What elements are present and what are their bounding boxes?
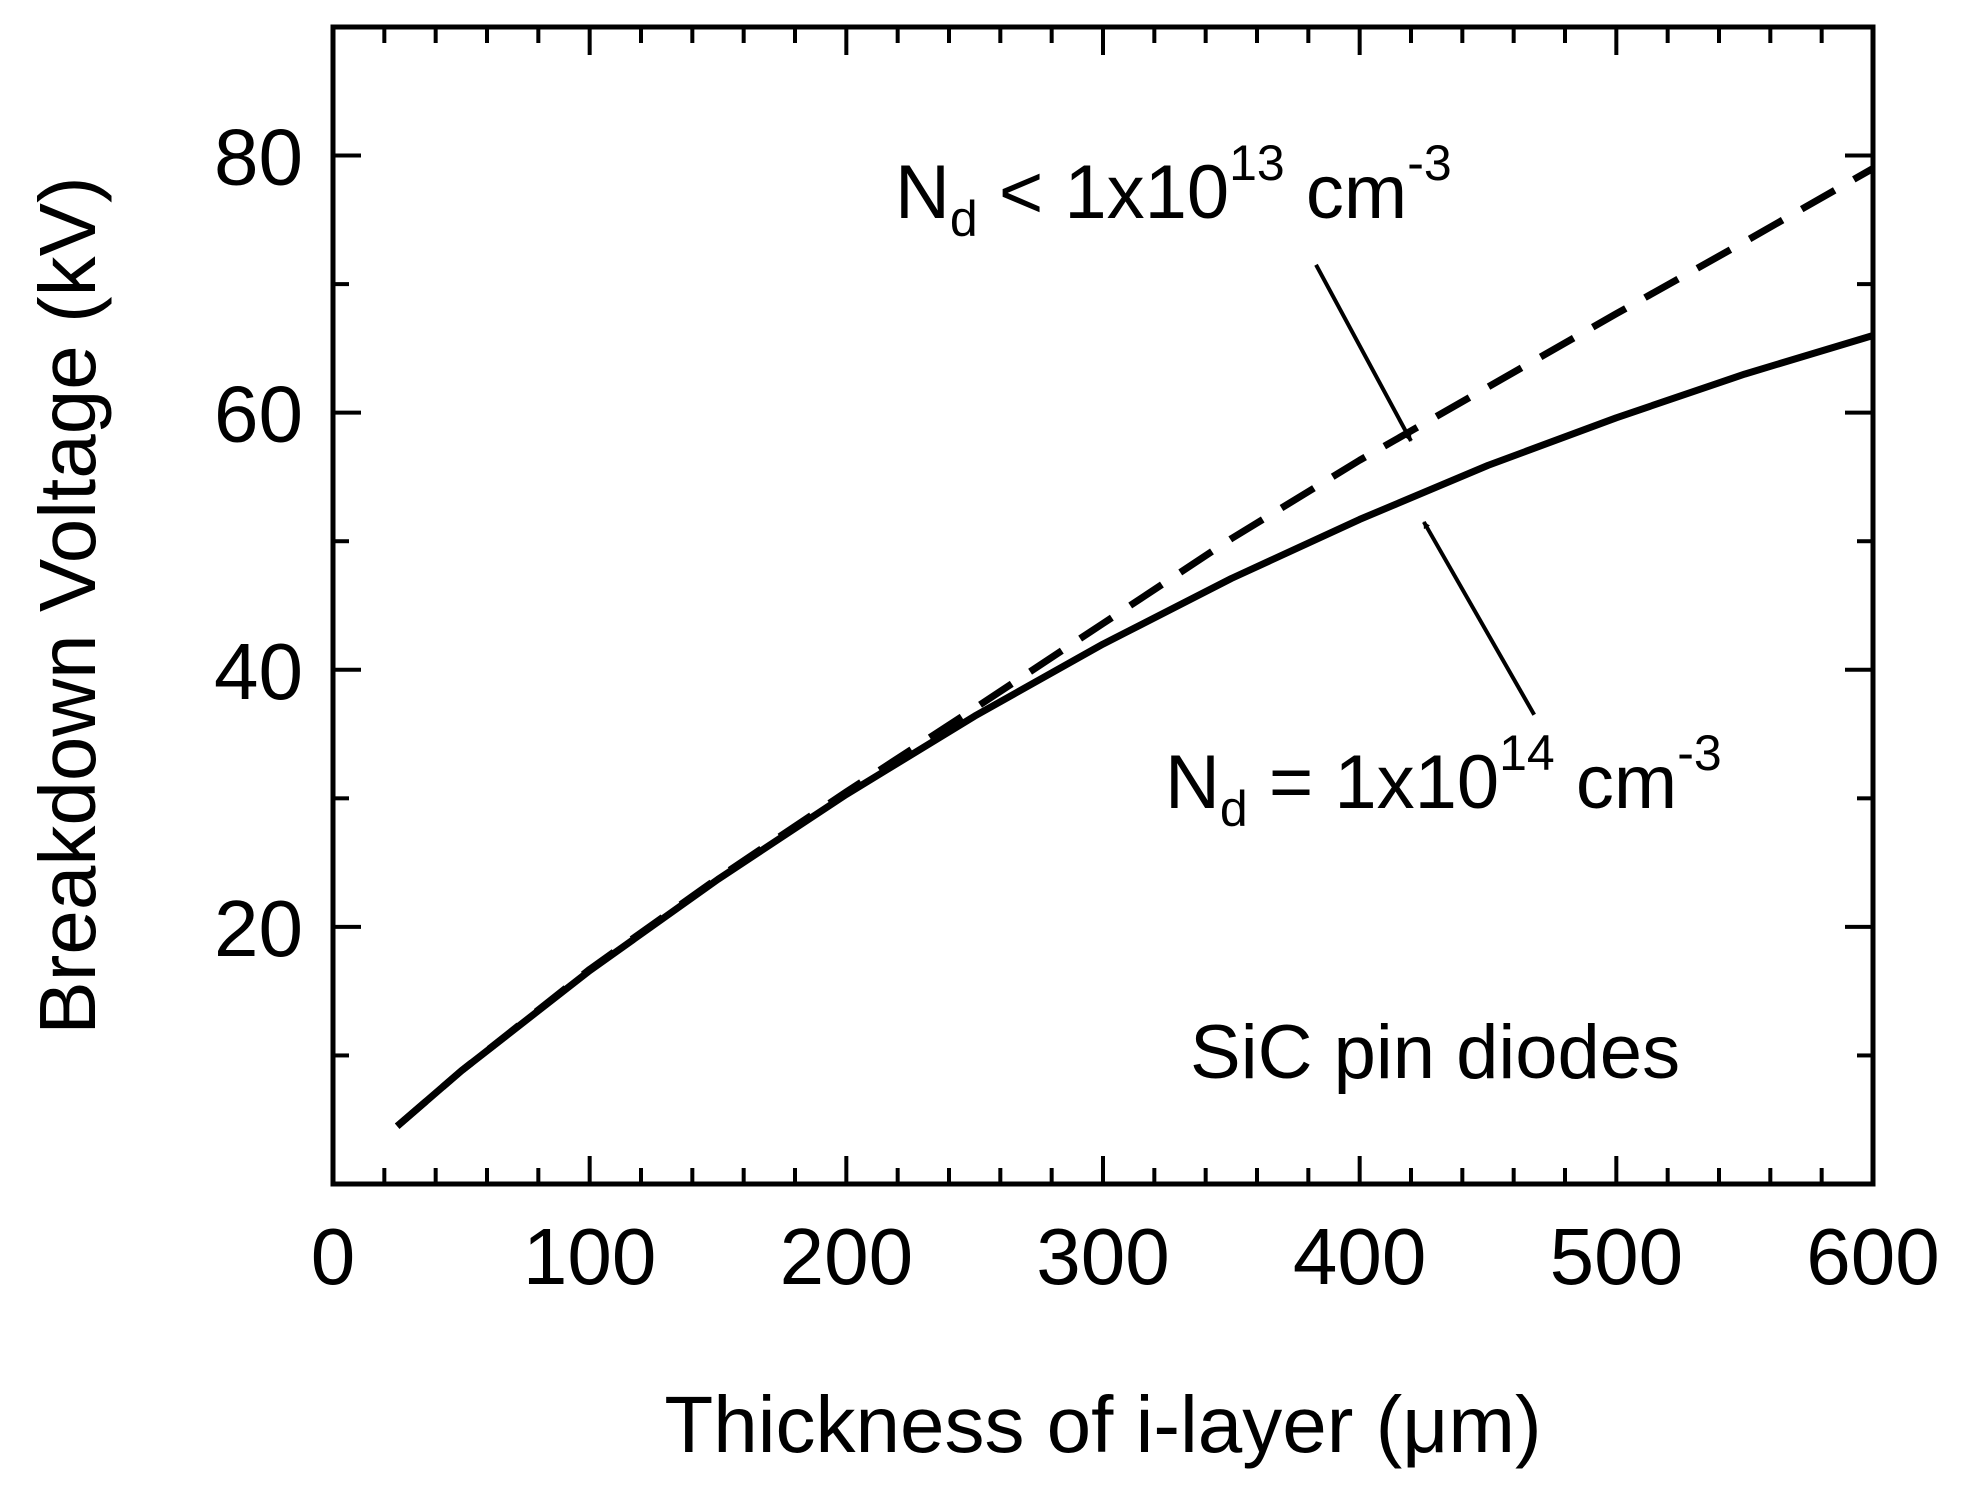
x-tick-label: 100: [523, 1212, 656, 1301]
annotations: Nd < 1x1013 cm-3 Nd = 1x1014 cm-3 SiC pi…: [895, 135, 1722, 1095]
x-tick-label: 600: [1806, 1212, 1939, 1301]
x-tick-label: 300: [1036, 1212, 1169, 1301]
series-layer: [394, 165, 1875, 1129]
y-tick-label: 20: [214, 884, 303, 973]
y-tick-label: 40: [214, 627, 303, 716]
y-axis-title: Breakdown Voltage (kV): [23, 176, 112, 1034]
x-tick-label: 400: [1293, 1212, 1426, 1301]
arrow-nd-high: [1422, 520, 1536, 716]
x-tick-label: 200: [780, 1212, 913, 1301]
plot-frame: [330, 24, 1876, 1187]
y-tick-label: 80: [214, 113, 303, 202]
x-tick-label: 0: [311, 1212, 356, 1301]
y-tick-label: 60: [214, 370, 303, 459]
x-axis-title: Thickness of i-layer (μm): [664, 1380, 1541, 1469]
annotation-nd-low: Nd < 1x1013 cm-3: [895, 135, 1452, 247]
arrow-nd-low: [1314, 263, 1413, 442]
tick-labels: 0 100 200 300 400 500 600 20 40 60 80: [214, 113, 1940, 1301]
annotation-nd-high: Nd = 1x1014 cm-3: [1165, 725, 1722, 837]
x-tick-label: 500: [1550, 1212, 1683, 1301]
series-line-solid: [394, 332, 1875, 1129]
series-line-dashed: [394, 165, 1875, 1129]
annotation-sic-pin-diodes: SiC pin diodes: [1190, 1010, 1680, 1095]
